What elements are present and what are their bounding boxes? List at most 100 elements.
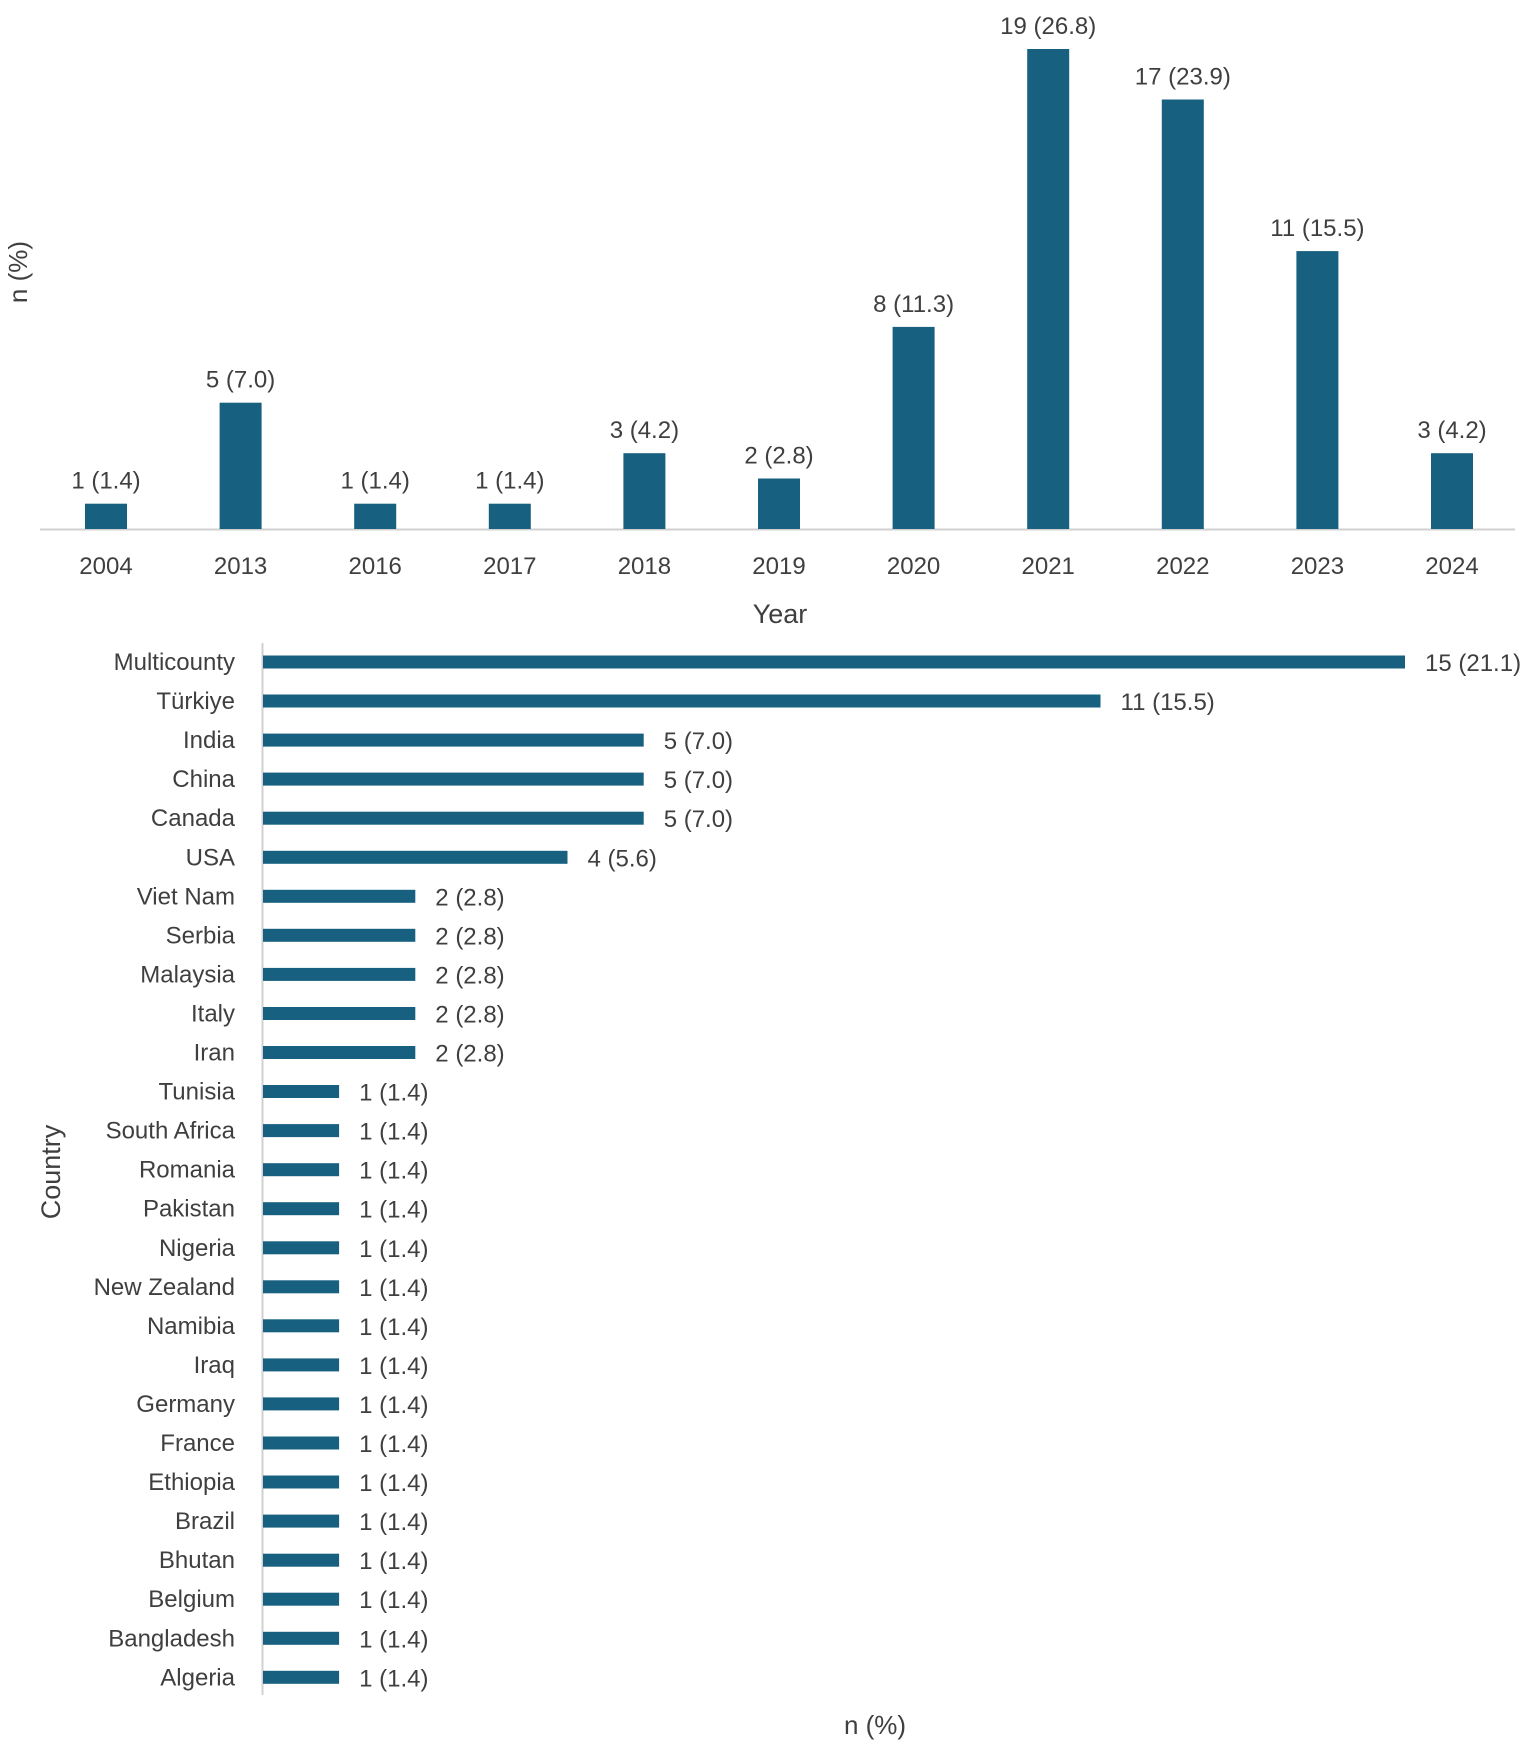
country-bar-data-label: 15 (21.1) [1425,650,1521,677]
country-bar-data-label: 5 (7.0) [664,806,733,833]
country-bar [263,1007,416,1020]
year-tick-label: 2004 [79,553,132,580]
country-bar-chart: Multicounty 15 (21.1) Türkiye 11 (15.5) Indi… [36,643,1521,1740]
year-bar-2018 [623,453,666,529]
country-bar [263,1280,340,1294]
year-bar-2020 [892,326,935,529]
year-bar-2004 [85,503,127,529]
year-tick-label: 2013 [214,553,267,580]
year-y-axis-title: n (%) [3,241,33,303]
country-tick-label: Bhutan [159,1547,235,1574]
country-tick-label: New Zealand [94,1274,235,1301]
country-tick-label: Tunisia [159,1079,236,1106]
year-bar-data-label: 1 (1.4) [71,468,140,495]
year-bar-data-label: 8 (11.3) [873,291,954,318]
country-bar-data-label: 1 (1.4) [359,1119,428,1146]
country-tick-label: Belgium [148,1586,235,1613]
country-tick-label: Canada [151,805,236,832]
year-tick-label: 2020 [887,553,940,580]
year-tick-label: 2022 [1156,553,1209,580]
country-bar [263,1202,340,1216]
country-bar [263,1631,340,1645]
country-bar [263,889,416,903]
year-bar-2023 [1296,251,1339,529]
country-bar [263,1670,340,1684]
year-tick-label: 2023 [1291,553,1344,580]
country-bar [263,733,644,747]
country-bar-data-label: 5 (7.0) [664,728,733,755]
country-bar [263,811,644,825]
year-tick-label: 2019 [752,553,805,580]
country-tick-label: Germany [136,1391,235,1418]
year-tick-label: 2021 [1022,553,1075,580]
country-bar-data-label: 1 (1.4) [359,1080,428,1107]
year-tick-label: 2024 [1425,553,1478,580]
country-bar [263,1475,340,1489]
country-bar-data-label: 2 (2.8) [435,884,504,911]
country-tick-label: Namibia [147,1313,236,1340]
country-bars: Multicounty 15 (21.1) Türkiye 11 (15.5) Indi… [94,649,1521,1692]
year-bar-2022 [1161,99,1204,529]
country-bar [263,772,644,786]
country-bar-data-label: 1 (1.4) [359,1431,428,1458]
year-bar-data-label: 2 (2.8) [744,443,813,470]
country-bar-data-label: 1 (1.4) [359,1275,428,1302]
year-bar-data-label: 3 (4.2) [610,417,679,444]
country-tick-label: Iraq [194,1352,235,1379]
country-tick-label: Italy [191,1001,235,1028]
country-bar [263,655,1405,669]
country-tick-label: Nigeria [159,1235,236,1262]
country-bar [263,1592,340,1606]
country-tick-label: Malaysia [140,961,235,988]
year-bar-data-label: 1 (1.4) [475,468,544,495]
country-bar [263,1085,340,1098]
year-bar-2017 [488,503,531,529]
country-tick-label: USA [186,844,235,871]
year-bar-2024 [1431,453,1473,529]
country-bar [263,1397,340,1411]
country-bar-data-label: 5 (7.0) [664,767,733,794]
country-bar-data-label: 1 (1.4) [359,1314,428,1341]
country-bar-data-label: 2 (2.8) [435,962,504,989]
year-bar-data-label: 3 (4.2) [1417,417,1486,444]
year-x-axis-title: Year [753,599,808,629]
country-bar [263,928,416,942]
country-tick-label: China [172,766,235,793]
country-x-axis-title: n (%) [844,1710,906,1740]
country-bar [263,967,416,981]
country-bar [263,1553,340,1567]
year-bar-2013 [219,402,262,529]
country-tick-label: Iran [194,1040,235,1067]
country-tick-label: France [160,1430,235,1457]
country-bar-data-label: 1 (1.4) [359,1665,428,1692]
country-tick-label: Ethiopia [148,1469,235,1496]
year-bar-data-label: 1 (1.4) [341,468,410,495]
country-bar-data-label: 1 (1.4) [359,1626,428,1653]
country-bar [263,1514,340,1528]
year-bar-data-label: 17 (23.9) [1135,64,1231,91]
country-tick-label: India [183,727,236,754]
country-bar [263,694,1101,708]
country-bar [263,1124,340,1138]
country-bar [263,850,568,864]
country-bar-data-label: 1 (1.4) [359,1470,428,1497]
year-bar-2021 [1027,49,1070,529]
year-bar-2016 [354,503,397,529]
country-tick-label: Multicounty [114,649,235,676]
year-bar-chart: 1 (1.4) 2004 5 (7.0) 2013 1 (1.4) 2016 1 (1.4)… [3,13,1515,629]
year-bar-data-label: 5 (7.0) [206,367,275,394]
year-bar-2019 [758,478,800,529]
country-tick-label: Viet Nam [137,883,235,910]
year-tick-label: 2018 [618,553,671,580]
country-tick-label: South Africa [106,1118,236,1145]
country-bar-data-label: 1 (1.4) [359,1236,428,1263]
country-bar-data-label: 2 (2.8) [435,923,504,950]
country-bar [263,1046,416,1059]
country-tick-label: Pakistan [143,1196,235,1223]
country-bar-data-label: 2 (2.8) [435,1002,504,1029]
country-bar-data-label: 1 (1.4) [359,1392,428,1419]
year-bar-data-label: 11 (15.5) [1270,215,1364,242]
year-bars: 1 (1.4) 2004 5 (7.0) 2013 1 (1.4) 2016 1 (1.4)… [71,13,1486,580]
country-tick-label: Serbia [166,922,236,949]
